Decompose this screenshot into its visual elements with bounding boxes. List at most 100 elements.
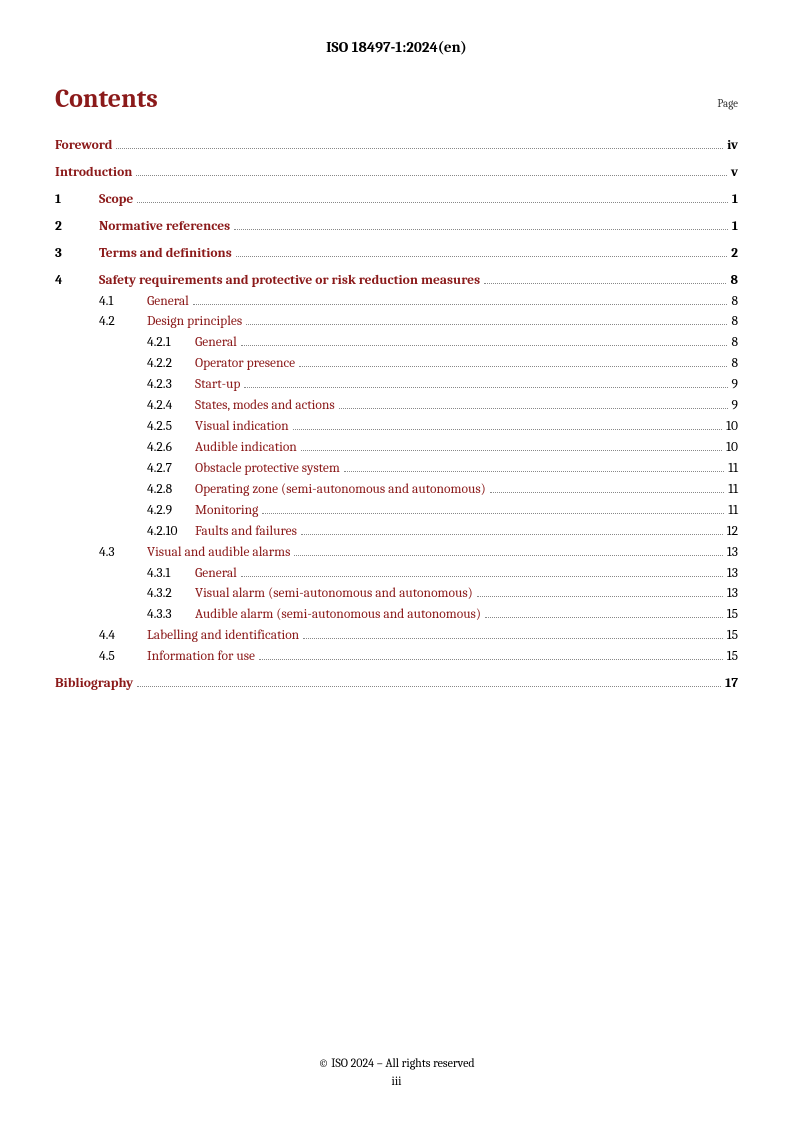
toc-entry[interactable]: 4Safety requirements and protective or r… [55, 271, 738, 292]
toc-leader-dots [294, 555, 723, 556]
toc-leader-dots [236, 256, 727, 257]
toc-entry-title: Safety requirements and protective or ri… [99, 271, 480, 292]
toc-entry[interactable]: 4.2.10Faults and failures12 [55, 522, 738, 543]
toc-leader-dots [137, 686, 721, 687]
copyright-line: © ISO 2024 – All rights reserved [0, 1056, 793, 1070]
toc-entry[interactable]: 1Scope1 [55, 190, 738, 211]
toc-entry-title: Visual and audible alarms [147, 543, 290, 564]
toc-entry-title: Obstacle protective system [195, 459, 340, 480]
toc-entry-number: 4.2.7 [147, 459, 195, 480]
toc-entry[interactable]: 3Terms and definitions2 [55, 244, 738, 265]
toc-entry-page: 8 [730, 271, 738, 292]
toc-entry-title: Foreword [55, 136, 112, 157]
toc-entry[interactable]: 4.2.1General8 [55, 333, 738, 354]
toc-leader-dots [490, 492, 724, 493]
toc-entry-title: Bibliography [55, 674, 133, 695]
toc-entry[interactable]: 4.2.2Operator presence8 [55, 354, 738, 375]
toc-leader-dots [477, 596, 723, 597]
toc-entry-number: 4.2.3 [147, 375, 195, 396]
document-header: ISO 18497-1:2024(en) [55, 38, 738, 56]
toc-leader-dots [293, 429, 722, 430]
toc-entry[interactable]: 4.2.9Monitoring11 [55, 501, 738, 522]
toc-leader-dots [137, 202, 728, 203]
toc-leader-dots [193, 304, 728, 305]
toc-entry-title: Audible indication [195, 438, 297, 459]
toc-entry-number: 4.2.10 [147, 522, 195, 543]
toc-entry[interactable]: 4.2.7Obstacle protective system 11 [55, 459, 738, 480]
toc-entry-title: General [147, 292, 189, 313]
toc-leader-dots [301, 534, 723, 535]
toc-entry-number: 4.2.4 [147, 396, 195, 417]
toc-entry[interactable]: 2Normative references1 [55, 217, 738, 238]
toc-entry-title: States, modes and actions [195, 396, 335, 417]
toc-entry-number: 4.4 [99, 626, 147, 647]
toc-entry-page: 1 [732, 190, 738, 211]
toc-entry-number: 3 [55, 244, 99, 265]
toc-entry[interactable]: 4.2Design principles8 [55, 312, 738, 333]
toc-entry-page: iv [727, 136, 738, 157]
toc-leader-dots [301, 450, 722, 451]
toc-entry-page: 10 [726, 438, 738, 459]
toc-entry-page: 12 [727, 522, 738, 543]
toc-entry[interactable]: 4.4Labelling and identification 15 [55, 626, 738, 647]
toc-leader-dots [244, 387, 727, 388]
contents-heading: Contents [55, 84, 158, 114]
toc-entry[interactable]: 4.3Visual and audible alarms13 [55, 543, 738, 564]
toc-entry-page: 11 [728, 459, 738, 480]
toc-entry[interactable]: 4.3.2Visual alarm (semi-autonomous and a… [55, 584, 738, 605]
toc-entry[interactable]: 4.2.5Visual indication10 [55, 417, 738, 438]
toc-entry-page: 8 [731, 292, 738, 313]
toc-leader-dots [339, 408, 728, 409]
toc-entry[interactable]: 4.2.6Audible indication10 [55, 438, 738, 459]
toc-entry-number: 4.1 [99, 292, 147, 313]
toc-entry-title: Labelling and identification [147, 626, 299, 647]
toc-leader-dots [299, 366, 727, 367]
toc-entry[interactable]: 4.3.3Audible alarm (semi-autonomous and … [55, 605, 738, 626]
page-number-roman: iii [0, 1074, 793, 1088]
toc-entry[interactable]: 4.2.3Start-up 9 [55, 375, 738, 396]
toc-entry-page: 11 [728, 501, 738, 522]
toc-entry-page: 15 [727, 647, 738, 668]
toc-entry-page: 1 [732, 217, 738, 238]
toc-entry-title: Design principles [147, 312, 242, 333]
toc-entry-title: Operating zone (semi-autonomous and auto… [195, 480, 486, 501]
toc-entry-number: 4.2.2 [147, 354, 195, 375]
toc-entry[interactable]: 4.2.4States, modes and actions9 [55, 396, 738, 417]
toc-entry-page: 13 [727, 564, 738, 585]
title-row: Contents Page [55, 84, 738, 114]
toc-entry[interactable]: Foreword iv [55, 136, 738, 157]
page-footer: © ISO 2024 – All rights reserved iii [0, 1056, 793, 1088]
toc-entry-number: 4.2.5 [147, 417, 195, 438]
toc-leader-dots [259, 659, 723, 660]
toc-entry-number: 4 [55, 271, 99, 292]
toc-leader-dots [241, 345, 728, 346]
toc-entry-page: 13 [727, 584, 738, 605]
toc-entry-number: 4.2.8 [147, 480, 195, 501]
toc-entry-title: Operator presence [195, 354, 295, 375]
toc-leader-dots [116, 148, 723, 149]
toc-entry-title: Information for use [147, 647, 255, 668]
toc-entry[interactable]: 4.2.8Operating zone (semi-autonomous and… [55, 480, 738, 501]
toc-entry-number: 4.2.9 [147, 501, 195, 522]
toc-leader-dots [303, 638, 722, 639]
toc-entry-number: 4.3 [99, 543, 147, 564]
toc-entry[interactable]: Introductionv [55, 163, 738, 184]
toc-entry-page: 8 [731, 312, 738, 333]
toc-entry-page: 11 [728, 480, 738, 501]
toc-entry-page: 9 [732, 375, 738, 396]
toc-entry-title: Audible alarm (semi-autonomous and auton… [195, 605, 481, 626]
toc-entry-page: 15 [727, 605, 738, 626]
toc-leader-dots [246, 324, 727, 325]
toc-entry-number: 4.3.1 [147, 564, 195, 585]
toc-entry-title: Start-up [195, 375, 240, 396]
toc-entry-number: 4.3.2 [147, 584, 195, 605]
toc-entry[interactable]: 4.5Information for use 15 [55, 647, 738, 668]
toc-entry[interactable]: 4.1General 8 [55, 292, 738, 313]
toc-entry[interactable]: Bibliography17 [55, 674, 738, 695]
toc-entry-page: 8 [731, 333, 738, 354]
toc-entry[interactable]: 4.3.1General13 [55, 564, 738, 585]
toc-entry-number: 4.5 [99, 647, 147, 668]
table-of-contents: ForewordivIntroductionv1Scope12Normative… [55, 136, 738, 695]
toc-entry-title: Normative references [99, 217, 230, 238]
toc-entry-page: 15 [727, 626, 738, 647]
